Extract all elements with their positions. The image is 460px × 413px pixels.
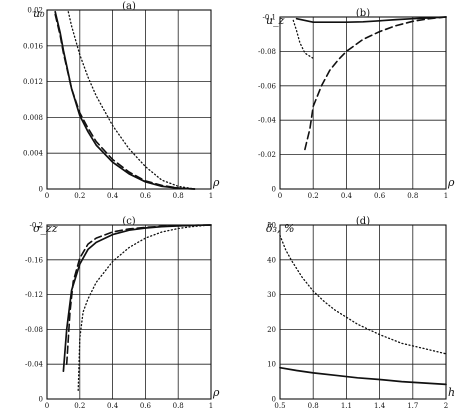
panel-title: (c) bbox=[122, 216, 136, 227]
series-line-dotted bbox=[292, 19, 314, 59]
y-tick-label: 0.012 bbox=[23, 78, 43, 86]
series-line-solid bbox=[279, 366, 447, 386]
x-tick-label: 1 bbox=[209, 402, 213, 410]
y-tick-label: 0.008 bbox=[23, 114, 43, 122]
x-tick-label: 0.4 bbox=[107, 402, 119, 410]
plot-frame bbox=[46, 9, 212, 190]
x-tick-label: 1 bbox=[209, 192, 213, 200]
x-tick-label: 1 bbox=[444, 192, 448, 200]
panel-title: (a) bbox=[122, 1, 136, 12]
x-tick-label: 0.8 bbox=[173, 192, 184, 200]
series-line-solid bbox=[62, 224, 212, 373]
x-axis-label: h bbox=[448, 386, 455, 399]
x-tick-label: 0.8 bbox=[173, 402, 184, 410]
series-line-dashed bbox=[304, 16, 447, 151]
x-tick-label: 0.4 bbox=[341, 192, 353, 200]
plot-frame bbox=[279, 16, 447, 190]
y-tick-label: -0.04 bbox=[258, 117, 276, 125]
y-tick-label: 40 bbox=[267, 256, 276, 264]
y-tick-label: -0.08 bbox=[25, 326, 43, 334]
series-line-dashed bbox=[54, 13, 196, 190]
x-axis-label: ρ bbox=[212, 176, 220, 189]
y-tick-label: 0 bbox=[39, 396, 43, 404]
x-tick-label: 0 bbox=[45, 402, 49, 410]
y-tick-label: 10 bbox=[267, 361, 276, 369]
y-tick-label: 30 bbox=[267, 291, 276, 299]
panel-title: (b) bbox=[356, 8, 370, 19]
plot-frame bbox=[279, 224, 447, 400]
x-tick-label: 1.4 bbox=[374, 402, 386, 410]
panel-title: (d) bbox=[356, 216, 370, 227]
y-tick-label: -0.08 bbox=[258, 48, 276, 56]
x-axis-label: ρ bbox=[212, 386, 220, 399]
x-tick-label: 0.2 bbox=[308, 192, 319, 200]
x-tick-label: 0.6 bbox=[140, 402, 152, 410]
x-tick-label: 0.8 bbox=[308, 402, 319, 410]
x-axis-label: ρ bbox=[447, 176, 455, 189]
x-tick-label: 0.6 bbox=[140, 192, 152, 200]
x-tick-label: 0.5 bbox=[274, 402, 285, 410]
series-line-solid bbox=[295, 16, 447, 24]
y-tick-label: 0 bbox=[39, 186, 43, 194]
x-tick-label: 0.4 bbox=[107, 192, 119, 200]
y-tick-label: -0.1 bbox=[263, 14, 277, 22]
y-tick-label: 0.004 bbox=[23, 150, 44, 158]
y-axis-label: δ₃, % bbox=[266, 222, 294, 235]
x-tick-label: 0.2 bbox=[74, 402, 85, 410]
x-tick-label: 0.2 bbox=[74, 192, 85, 200]
y-tick-label: 0 bbox=[272, 186, 276, 194]
y-tick-label: 20 bbox=[267, 326, 276, 334]
y-axis-label: σ_zz bbox=[33, 222, 58, 235]
series-line-dotted bbox=[77, 224, 212, 391]
y-tick-label: -0.12 bbox=[25, 291, 43, 299]
x-tick-label: 0 bbox=[45, 192, 49, 200]
plot-frame bbox=[46, 224, 212, 400]
y-tick-label: 50 bbox=[267, 222, 276, 230]
series-line-dashed bbox=[65, 224, 212, 366]
y-tick-label: 0.02 bbox=[27, 7, 43, 15]
x-tick-label: 1.1 bbox=[341, 402, 352, 410]
y-axis-label: u₀ bbox=[33, 7, 45, 20]
x-tick-label: 0.6 bbox=[374, 192, 386, 200]
y-axis-label: u_z bbox=[266, 14, 285, 27]
series-line-dotted bbox=[67, 11, 196, 190]
y-tick-label: -0.04 bbox=[25, 361, 43, 369]
y-tick-label: -0.16 bbox=[25, 256, 43, 264]
x-tick-label: 2 bbox=[444, 402, 448, 410]
y-tick-label: 0 bbox=[272, 396, 276, 404]
panel-b: 0 0.2 0.4 0.6 0.8 1 0 -0.02 -0.04 -0.06 -0.08 -0.1u… bbox=[258, 8, 455, 200]
y-tick-label: -0.02 bbox=[258, 151, 276, 159]
x-tick-label: 0.8 bbox=[407, 192, 418, 200]
x-tick-label: 0 bbox=[278, 192, 282, 200]
panel-a: 0 0.2 0.4 0.6 0.8 1 0 0.004 0.008 0.012 0.016 0.02u… bbox=[23, 1, 220, 200]
x-tick-label: 1.7 bbox=[407, 402, 418, 410]
y-tick-label: -0.06 bbox=[258, 82, 276, 90]
series-line-dotted bbox=[279, 234, 447, 355]
y-tick-label: 0.016 bbox=[23, 42, 44, 50]
panel-c: 0 0.2 0.4 0.6 0.8 1 0 -0.04 -0.08 -0.12 -0.16 -0.2σ… bbox=[25, 216, 220, 410]
y-tick-label: -0.2 bbox=[30, 222, 44, 230]
